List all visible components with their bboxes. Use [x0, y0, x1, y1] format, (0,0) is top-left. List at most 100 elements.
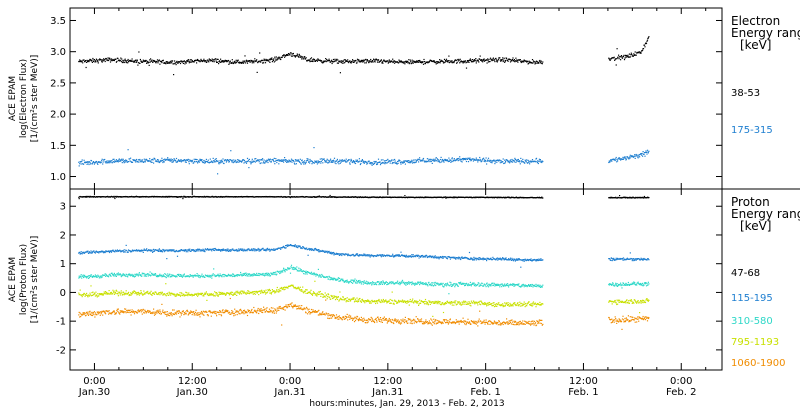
data-point	[219, 249, 221, 251]
data-point	[429, 255, 431, 257]
data-point	[179, 274, 182, 276]
data-point	[623, 259, 625, 261]
data-point	[415, 256, 417, 258]
data-point	[207, 274, 209, 276]
data-point	[144, 273, 146, 275]
data-point	[263, 161, 265, 163]
data-point	[117, 161, 119, 163]
data-point	[287, 161, 290, 163]
data-point	[382, 281, 384, 283]
data-point	[198, 276, 200, 278]
data-point	[163, 161, 165, 163]
data-point	[471, 258, 473, 260]
data-point	[197, 248, 199, 250]
data-point	[319, 251, 321, 253]
data-point	[227, 275, 229, 277]
data-point	[281, 270, 283, 272]
data-point	[375, 59, 377, 61]
data-point	[356, 282, 358, 284]
data-point	[78, 196, 80, 198]
data-point	[277, 57, 279, 59]
data-point	[479, 158, 481, 160]
data-point	[263, 159, 265, 161]
data-point	[621, 57, 624, 59]
data-point	[466, 257, 468, 259]
data-point	[393, 255, 395, 257]
data-point	[418, 60, 420, 62]
data-point	[394, 160, 396, 162]
data-point	[214, 247, 216, 250]
data-point	[618, 54, 620, 56]
data-point	[103, 252, 105, 254]
data-point	[539, 159, 541, 161]
data-point	[613, 257, 615, 259]
data-point	[490, 59, 493, 61]
data-point	[348, 159, 350, 161]
data-point	[360, 60, 362, 62]
data-point	[112, 158, 114, 160]
data-point	[166, 158, 168, 160]
data-point	[366, 163, 368, 165]
data-point	[252, 273, 254, 275]
data-point	[93, 59, 95, 61]
data-point	[196, 273, 198, 275]
data-point	[97, 62, 99, 64]
data-point	[633, 53, 635, 55]
data-point	[310, 60, 312, 62]
data-point	[321, 159, 323, 161]
data-point	[429, 161, 431, 163]
data-point	[222, 273, 225, 276]
data-point	[282, 159, 284, 161]
data-point	[488, 160, 491, 162]
data-point	[174, 60, 176, 62]
data-point	[473, 282, 475, 284]
data-point	[632, 258, 634, 260]
data-point	[454, 60, 456, 62]
data-point	[343, 59, 345, 61]
data-point	[256, 272, 258, 274]
data-point	[472, 160, 474, 162]
data-point	[193, 250, 195, 252]
data-point	[187, 59, 189, 61]
data-point	[528, 160, 530, 162]
data-point	[138, 250, 140, 252]
data-point	[521, 60, 523, 62]
data-point	[322, 251, 324, 253]
data-point	[383, 282, 385, 284]
data-point	[188, 60, 190, 62]
data-point	[102, 251, 104, 253]
data-point	[81, 159, 83, 161]
data-point	[463, 257, 465, 259]
data-point	[434, 284, 436, 286]
data-point	[383, 59, 385, 61]
data-point	[117, 159, 119, 162]
data-point	[419, 59, 421, 62]
data-point	[358, 59, 360, 61]
data-point	[401, 279, 404, 281]
data-point	[313, 272, 315, 274]
data-point	[329, 159, 331, 161]
data-point	[496, 257, 498, 259]
data-point	[421, 160, 424, 162]
data-point	[231, 249, 233, 251]
data-point	[425, 282, 427, 284]
data-point	[310, 160, 313, 162]
data-point	[92, 162, 94, 164]
data-point	[117, 272, 119, 274]
data-point	[631, 53, 633, 55]
data-point	[251, 158, 253, 160]
data-point	[262, 162, 264, 164]
data-point	[437, 161, 439, 163]
data-point	[239, 249, 241, 251]
data-point	[465, 67, 468, 69]
data-point	[272, 59, 274, 61]
data-point	[304, 160, 306, 162]
data-point	[95, 275, 97, 277]
data-point	[222, 248, 225, 250]
data-point	[622, 158, 625, 160]
data-point	[181, 274, 183, 276]
data-point	[262, 158, 264, 160]
data-point	[115, 275, 117, 277]
data-point	[179, 250, 182, 252]
data-point	[241, 274, 243, 276]
